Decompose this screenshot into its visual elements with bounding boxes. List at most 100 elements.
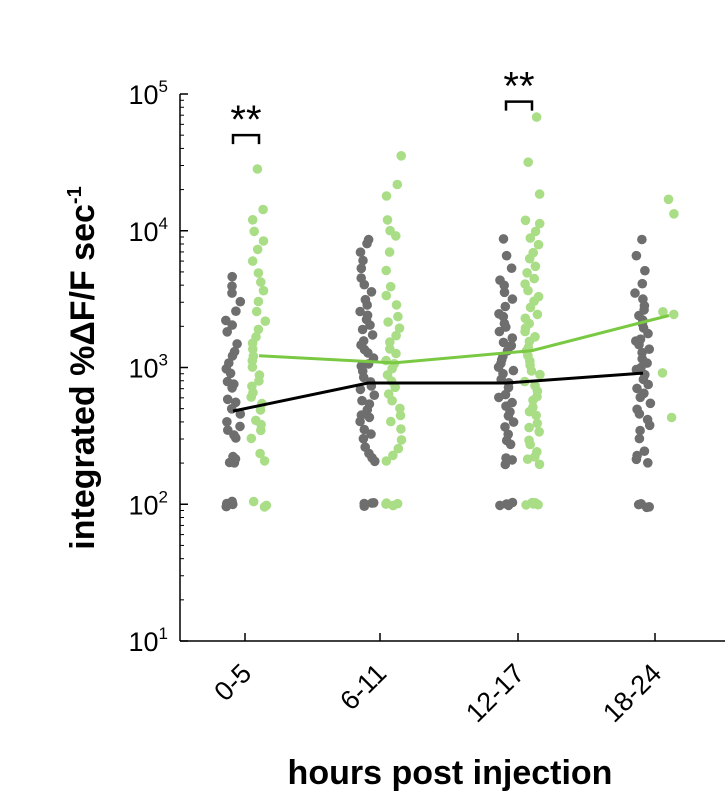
data-point-gray xyxy=(495,275,505,286)
data-point-green xyxy=(260,316,271,327)
data-point-gray xyxy=(635,425,645,436)
y-minor-ticks xyxy=(180,99,184,601)
data-point-green xyxy=(529,273,539,284)
data-point-gray xyxy=(364,399,375,409)
data-point-green xyxy=(520,279,530,289)
data-point-green xyxy=(253,268,264,278)
data-point-green xyxy=(381,456,392,466)
y-tick-exponent: 5 xyxy=(159,77,168,96)
data-point-gray xyxy=(645,398,656,409)
data-point-green xyxy=(520,215,531,226)
data-point-gray xyxy=(362,310,373,321)
significance-bracket xyxy=(504,100,534,111)
data-point-green xyxy=(530,380,540,391)
data-point-green xyxy=(522,268,532,278)
y-tick-label: 104 xyxy=(128,214,168,247)
data-point-gray xyxy=(637,234,647,245)
data-point-gray xyxy=(358,433,369,444)
data-point-green xyxy=(532,418,543,429)
x-tick-label: 18-24 xyxy=(597,658,667,728)
data-point-green xyxy=(254,370,265,380)
data-point-green xyxy=(530,261,541,272)
data-point-green xyxy=(392,179,403,190)
data-point-gray xyxy=(632,450,642,461)
data-point-green xyxy=(524,422,534,433)
x-tick-label: 6-11 xyxy=(334,658,392,716)
x-axis-title: hours post injection xyxy=(288,754,613,792)
data-point-green xyxy=(534,218,545,229)
y-tick-base: 10 xyxy=(128,217,158,247)
data-point-gray xyxy=(222,376,233,387)
data-point-gray xyxy=(228,451,238,462)
data-point-green xyxy=(251,415,261,426)
data-point-gray xyxy=(358,255,368,266)
data-point-gray xyxy=(508,365,519,376)
data-point-gray xyxy=(367,330,378,340)
data-point-green xyxy=(382,215,393,225)
data-point-gray xyxy=(507,333,518,343)
data-point-gray xyxy=(639,388,649,399)
data-point-green xyxy=(534,427,544,437)
data-point-green xyxy=(531,112,542,122)
y-tick-label: 101 xyxy=(128,624,168,657)
data-point-green xyxy=(259,456,270,466)
data-points xyxy=(221,112,679,513)
y-tick-exponent: 1 xyxy=(159,624,168,643)
data-point-gray xyxy=(360,442,371,452)
data-point-gray xyxy=(503,429,513,440)
data-point-green xyxy=(247,256,258,266)
data-point-gray xyxy=(635,334,646,345)
data-point-green xyxy=(528,499,539,509)
data-point-green xyxy=(253,296,264,307)
data-point-green xyxy=(246,433,257,444)
data-point-green xyxy=(385,225,395,236)
data-point-gray xyxy=(231,306,241,317)
data-point-green xyxy=(247,381,257,392)
data-point-green xyxy=(530,226,541,237)
data-point-green xyxy=(669,209,679,219)
x-tick-label: 12-17 xyxy=(460,658,530,728)
data-point-gray xyxy=(507,294,518,304)
data-point-green xyxy=(258,204,268,215)
data-point-gray xyxy=(222,327,232,337)
data-point-gray xyxy=(500,301,511,312)
data-point-green xyxy=(528,247,538,258)
y-axis-title-main: integrated %ΔF/F sec xyxy=(64,204,102,550)
significance-label: ** xyxy=(503,65,534,109)
y-tick-base: 10 xyxy=(128,354,158,384)
data-point-gray xyxy=(366,287,377,297)
data-point-gray xyxy=(227,281,237,292)
data-point-gray xyxy=(632,404,642,415)
data-point-green xyxy=(525,233,536,243)
data-point-gray xyxy=(355,384,366,395)
y-axis-title-superscript: -1 xyxy=(64,186,86,204)
data-point-gray xyxy=(644,502,654,512)
y-tick-exponent: 2 xyxy=(159,487,168,506)
data-point-gray xyxy=(356,361,367,371)
data-point-gray xyxy=(369,390,380,401)
data-point-green xyxy=(528,402,538,413)
data-point-gray xyxy=(495,500,505,511)
data-point-gray xyxy=(501,250,512,261)
data-point-gray xyxy=(499,287,510,298)
data-point-green xyxy=(255,448,265,459)
data-point-green xyxy=(535,369,545,380)
data-point-green xyxy=(388,450,398,461)
data-point-gray xyxy=(355,247,366,257)
data-point-gray xyxy=(498,234,509,244)
data-point-gray xyxy=(358,336,369,346)
data-point-green xyxy=(252,164,263,174)
data-point-green xyxy=(252,244,263,255)
data-point-gray xyxy=(356,273,367,283)
data-point-green xyxy=(523,157,533,167)
data-point-green xyxy=(396,151,407,161)
significance-bracket xyxy=(231,133,261,145)
data-point-green xyxy=(253,324,264,335)
y-tick-base: 10 xyxy=(128,80,158,110)
data-point-green xyxy=(385,344,395,354)
data-point-gray xyxy=(368,498,379,508)
y-tick-exponent: 3 xyxy=(159,351,168,370)
data-point-green xyxy=(255,277,266,287)
data-point-gray xyxy=(631,250,642,261)
